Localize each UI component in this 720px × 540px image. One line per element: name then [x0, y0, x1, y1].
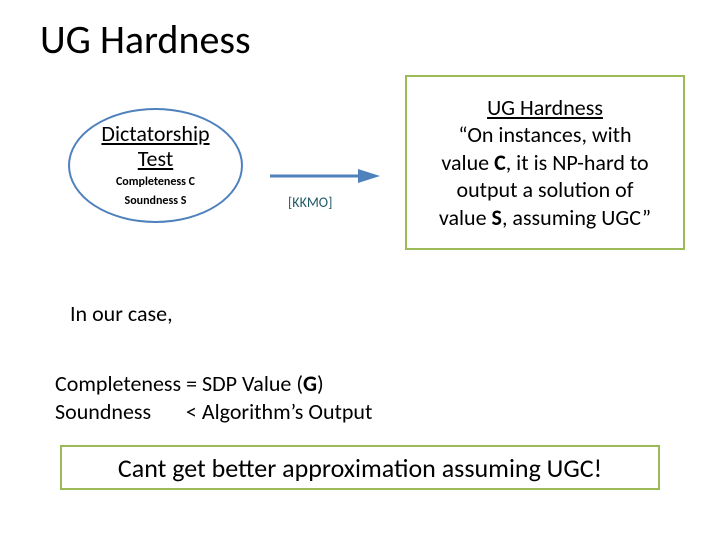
completeness-line: Completeness = SDP Value (G)	[55, 370, 324, 397]
slide-title: UG Hardness	[40, 15, 251, 64]
citation-label: [KKMO]	[288, 194, 332, 211]
ellipse-line2: Completeness C Soundness S	[116, 171, 195, 209]
arrow-icon	[270, 166, 380, 186]
soundness-line: Soundness < Algorithm’s Output	[55, 398, 372, 425]
slide-root: UG Hardness Dictatorship Test Completene…	[0, 0, 720, 540]
ellipse-line1a: Dictatorship	[101, 120, 209, 147]
box-title: UG Hardness	[487, 94, 603, 122]
dictatorship-ellipse: Dictatorship Test Completeness C Soundne…	[68, 108, 243, 223]
conclusion-box: Cant get better approximation assuming U…	[60, 445, 660, 490]
ellipse-line1b: Test	[138, 145, 173, 172]
ellipse-line1: Dictatorship Test	[101, 122, 209, 170]
box-body: “On instances, withvalue C, it is NP-har…	[439, 121, 651, 231]
ellipse-line2b: Soundness S	[125, 194, 187, 208]
in-our-case-label: In our case,	[70, 300, 173, 327]
ellipse-line2a: Completeness C	[116, 175, 195, 189]
hardness-box: UG Hardness “On instances, withvalue C, …	[405, 75, 685, 250]
arrow-svg	[270, 166, 380, 186]
